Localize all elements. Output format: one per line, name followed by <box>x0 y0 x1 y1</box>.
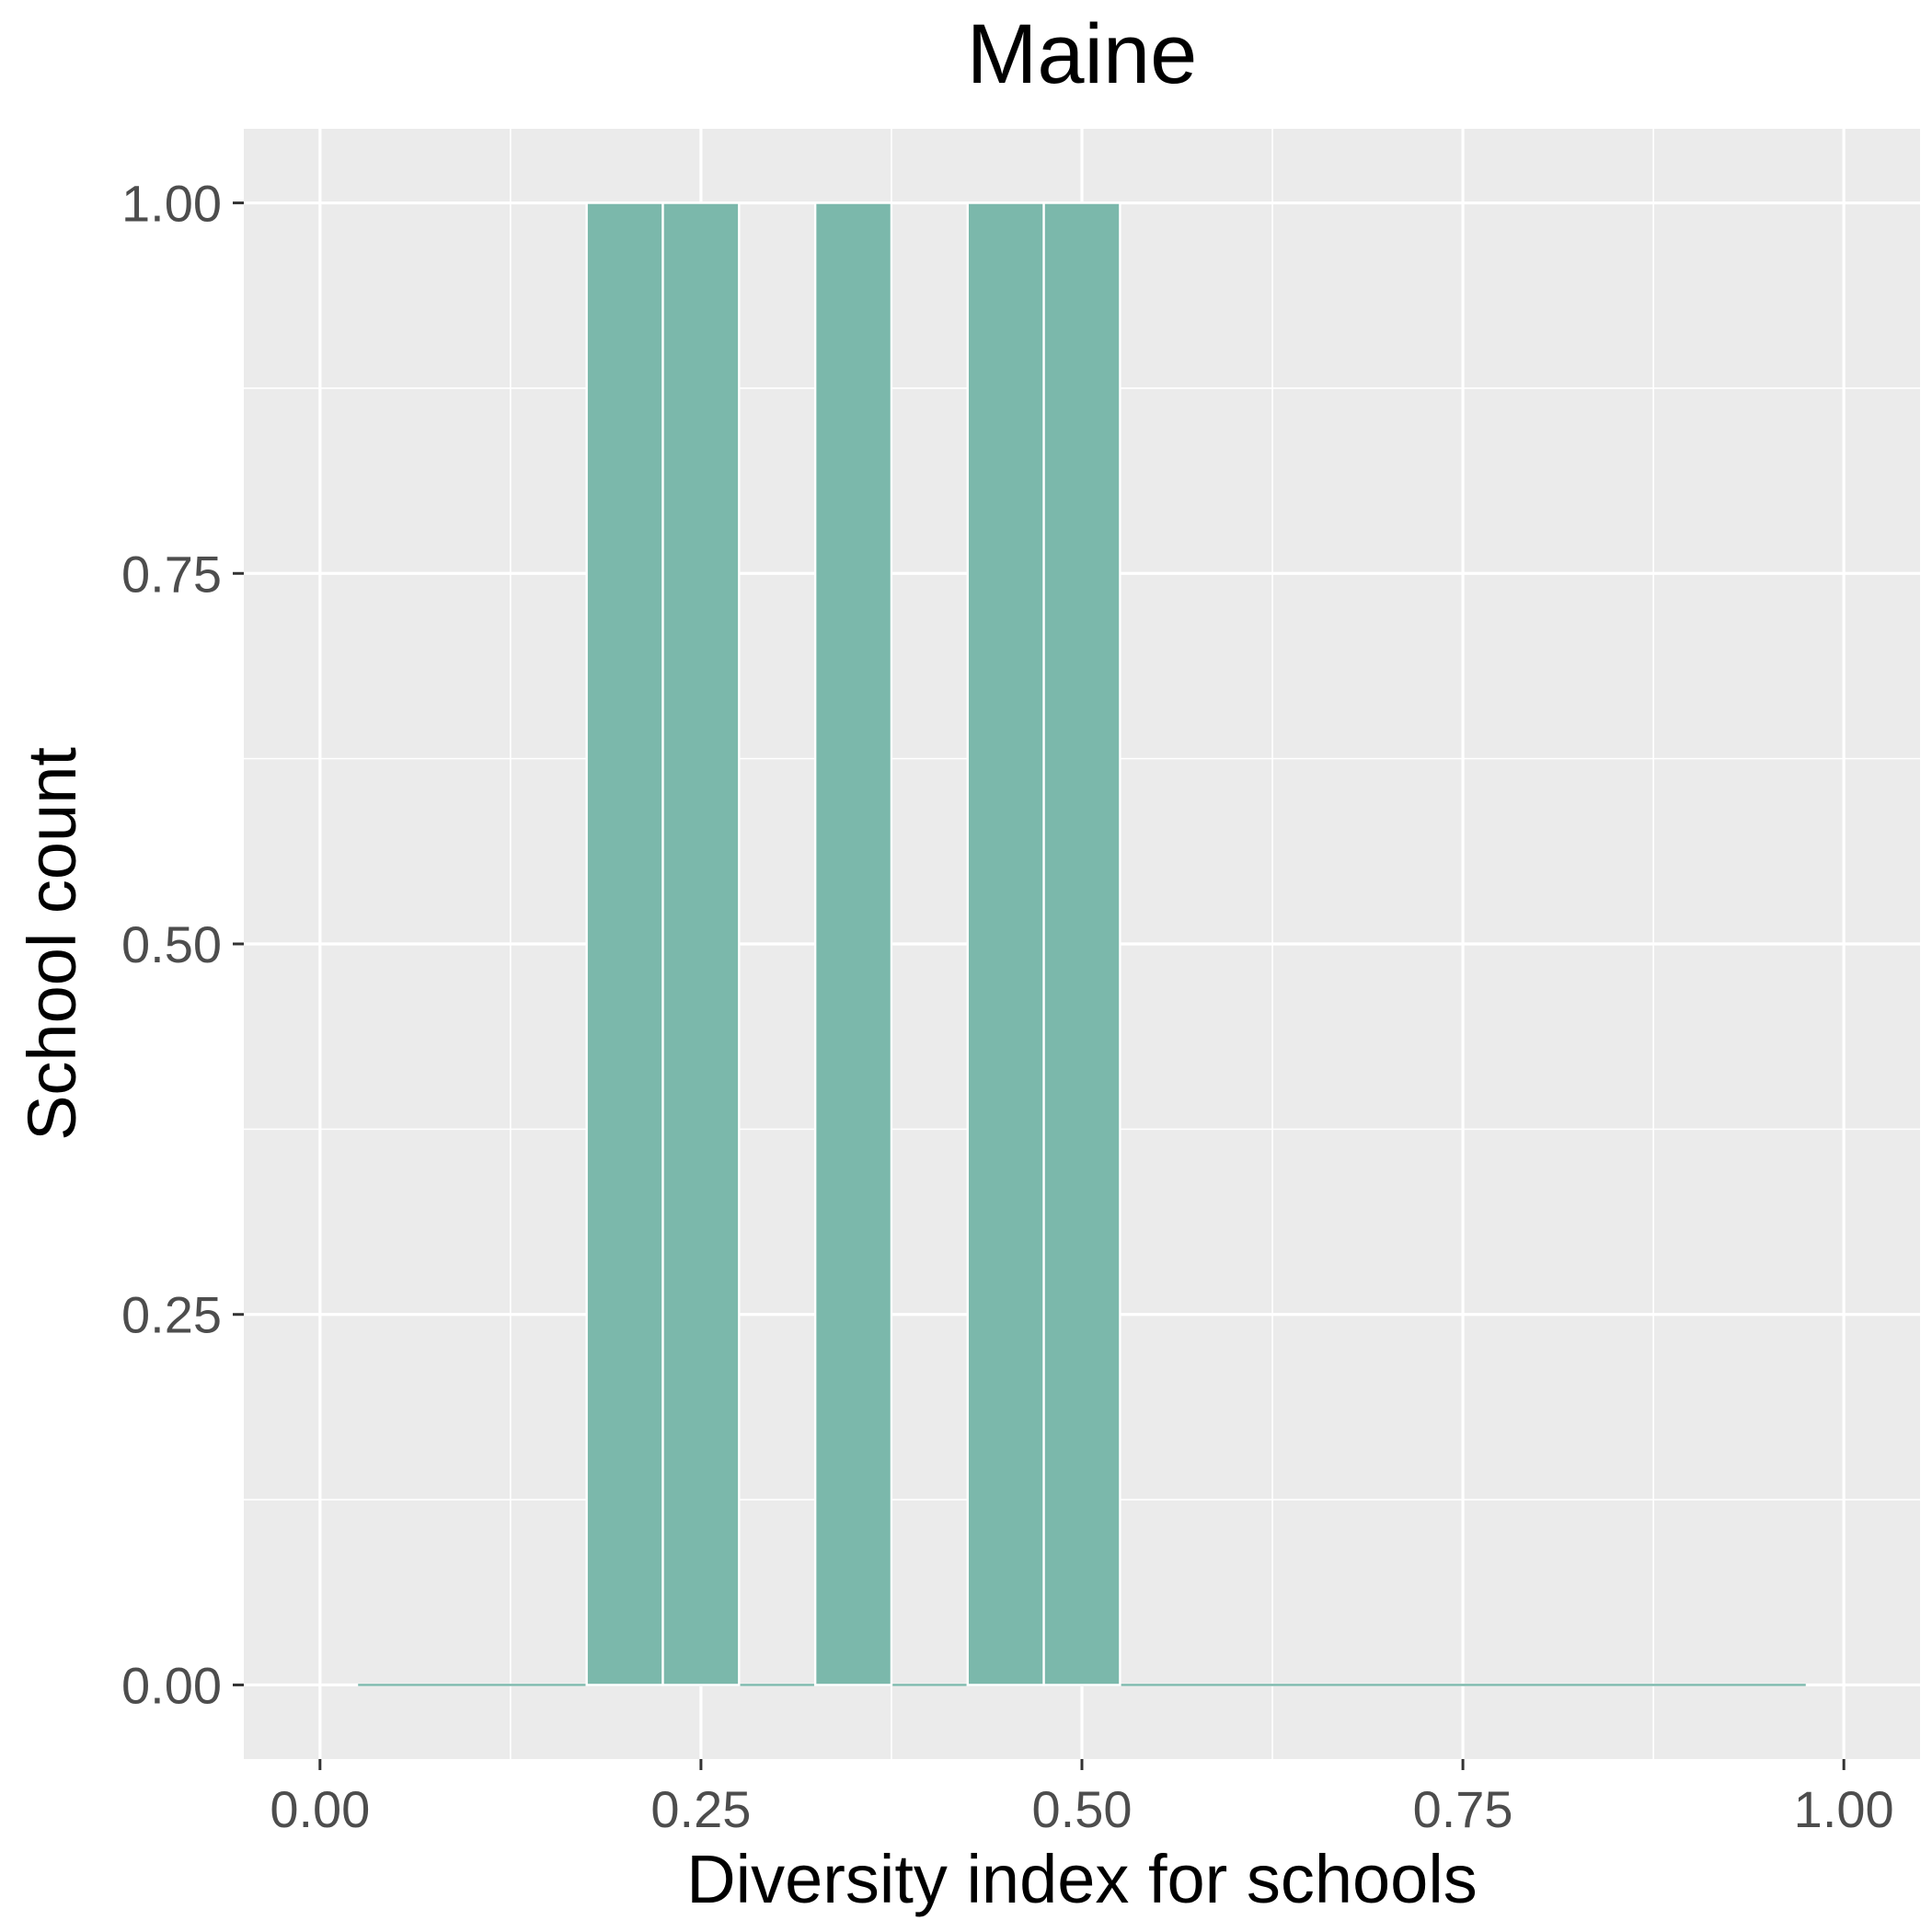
y-tick-label: 0.25 <box>121 1286 222 1344</box>
x-tick-label: 0.75 <box>1413 1780 1513 1838</box>
y-tick-label: 0.50 <box>121 915 222 973</box>
histogram-bar-1 <box>661 201 741 1686</box>
x-axis: 0.00 0.25 0.50 0.75 1.00 <box>270 1759 1894 1838</box>
x-axis-title: Diversity index for schools <box>686 1841 1478 1917</box>
histogram-bar-4 <box>1042 201 1121 1686</box>
y-axis: 0.00 0.25 0.50 0.75 1.00 <box>121 175 244 1714</box>
x-tick-label: 0.00 <box>270 1780 370 1838</box>
y-tick-label: 0.75 <box>121 545 222 603</box>
histogram-bar-0 <box>585 201 664 1686</box>
x-tick-label: 0.25 <box>650 1780 751 1838</box>
chart-title: Maine <box>967 7 1198 101</box>
y-tick-label: 0.00 <box>121 1656 222 1714</box>
histogram-bar-3 <box>966 201 1045 1686</box>
histogram-bar-2 <box>813 201 893 1686</box>
x-tick-label: 0.50 <box>1032 1780 1133 1838</box>
y-tick-label: 1.00 <box>121 175 222 233</box>
histogram-bars <box>585 201 1121 1686</box>
y-axis-title: School count <box>14 747 90 1141</box>
x-tick-label: 1.00 <box>1794 1780 1894 1838</box>
